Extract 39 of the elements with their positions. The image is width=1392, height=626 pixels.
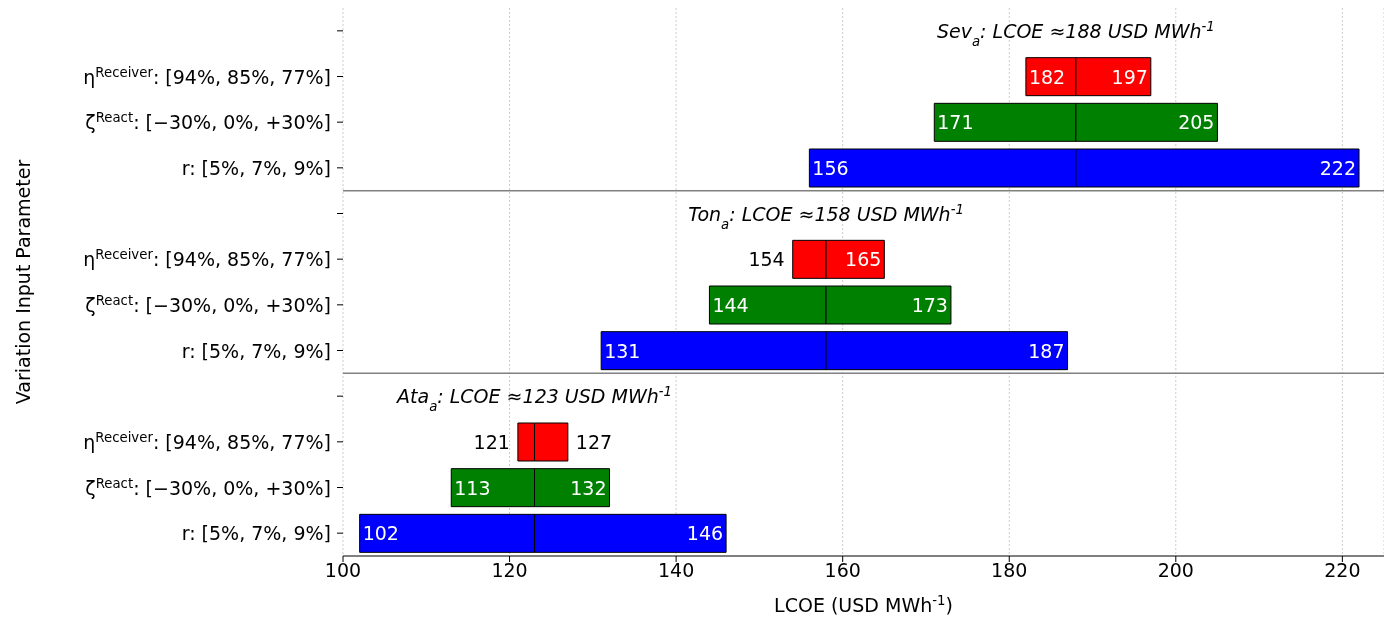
data-label: 113 [454,476,491,499]
y-axis-title: Variation Input Parameter [12,159,34,405]
x-tick-label: 100 [324,559,362,582]
data-label: 121 [473,431,510,453]
y-tick-label: η$^{Receiver}$: [94%, 85%, 77%] [83,246,331,271]
data-label: 146 [686,522,724,545]
data-label: 222 [1319,157,1357,179]
x-axis-title: LCOE (USD MWh$^{-1}$) [774,592,953,616]
data-label: 144 [712,294,749,316]
x-tick-label: 160 [824,559,861,582]
y-tick-label: η$^{Receiver}$: [94%, 85%, 77%] [83,429,331,453]
x-tick-label: 200 [1157,559,1194,582]
data-label: 187 [1028,339,1065,362]
data-label: 205 [1178,111,1215,134]
data-label: 182 [1028,65,1066,88]
y-tick-label: ζ$^{React}$: [−30%, 0%, +30%] [85,475,331,499]
x-tick-label: 180 [991,559,1028,582]
data-label: 127 [575,431,613,453]
data-label: 165 [845,248,882,271]
data-label: 132 [570,476,607,499]
x-tick-label: 140 [657,559,695,582]
annotation: Sev$_{a}$: LCOE ≈188 USD MWh$^{-1}$ [936,18,1215,49]
y-tick-label: η$^{Receiver}$: [94%, 85%, 77%] [83,64,331,88]
data-label: 156 [812,157,849,179]
y-tick-label: r: [5%, 7%, 9%] [181,339,331,362]
annotation: Ata$_{a}$: LCOE ≈123 USD MWh$^{-1}$ [395,383,672,414]
x-tick-label: 220 [1324,559,1361,582]
y-tick-label: r: [5%, 7%, 9%] [181,522,331,545]
x-tick-label: 120 [491,559,528,582]
y-tick-label: ζ$^{React}$: [−30%, 0%, +30%] [85,109,331,134]
annotation: Ton$_{a}$: LCOE ≈158 USD MWh$^{-1}$ [688,201,964,231]
data-label: 154 [748,248,785,271]
data-label: 173 [911,294,948,316]
data-label: 171 [937,111,974,134]
data-label: 131 [604,339,641,362]
y-tick-label: ζ$^{React}$: [−30%, 0%, +30%] [85,292,331,316]
y-tick-label: r: [5%, 7%, 9%] [181,156,331,179]
data-label: 197 [1111,65,1148,88]
data-label: 102 [362,522,399,545]
